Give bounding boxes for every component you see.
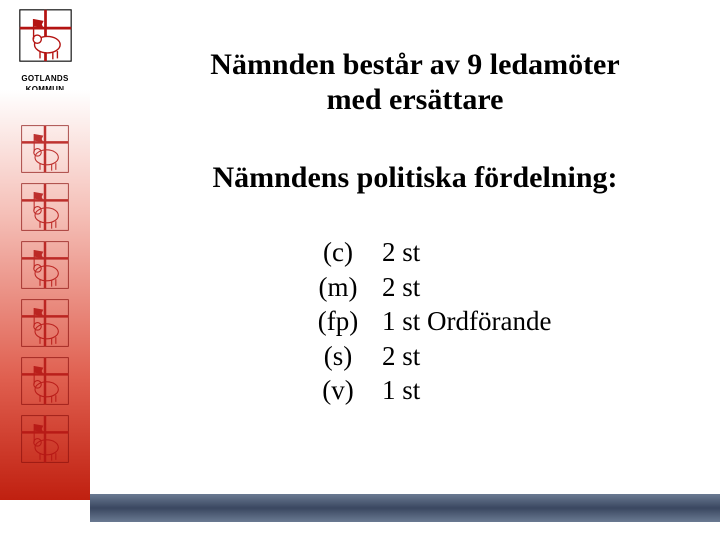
subheading: Nämndens politiska fördelning: bbox=[140, 161, 690, 195]
logo-text-top: GOTLANDS bbox=[21, 74, 68, 83]
table-row: (s) 2 st bbox=[310, 339, 557, 374]
party-code: (s) bbox=[310, 339, 366, 374]
gotland-logo-icon bbox=[20, 182, 70, 232]
party-code: (fp) bbox=[310, 304, 366, 339]
logo-repeat-column bbox=[20, 124, 70, 464]
table-row: (fp) 1 st Ordförande bbox=[310, 304, 557, 339]
heading-line1: Nämnden består av 9 ledamöter bbox=[210, 48, 619, 81]
party-code: (v) bbox=[310, 373, 366, 408]
gotland-logo-icon bbox=[20, 414, 70, 464]
heading: Nämnden består av 9 ledamöter med ersätt… bbox=[140, 48, 690, 117]
gotland-logo-icon bbox=[20, 298, 70, 348]
party-count: 1 st bbox=[366, 373, 557, 408]
left-decorative-strip: GOTLANDS KOMMUN bbox=[0, 0, 90, 540]
party-count: 2 st bbox=[366, 339, 557, 374]
heading-line2: med ersättare bbox=[327, 83, 504, 116]
gotland-logo-icon bbox=[20, 124, 70, 174]
gotland-logo-icon bbox=[18, 8, 73, 72]
gotland-logo-icon bbox=[20, 356, 70, 406]
table-row: (v) 1 st bbox=[310, 373, 557, 408]
party-code: (m) bbox=[310, 270, 366, 305]
party-distribution-table: (c) 2 st (m) 2 st (fp) 1 st Ordförande (… bbox=[310, 235, 557, 408]
slide-content: Nämnden består av 9 ledamöter med ersätt… bbox=[90, 0, 720, 500]
gotland-logo-icon bbox=[20, 240, 70, 290]
party-count: 2 st bbox=[366, 235, 557, 270]
table-row: (c) 2 st bbox=[310, 235, 557, 270]
table-row: (m) 2 st bbox=[310, 270, 557, 305]
party-code: (c) bbox=[310, 235, 366, 270]
party-count: 2 st bbox=[366, 270, 557, 305]
party-count: 1 st Ordförande bbox=[366, 304, 557, 339]
